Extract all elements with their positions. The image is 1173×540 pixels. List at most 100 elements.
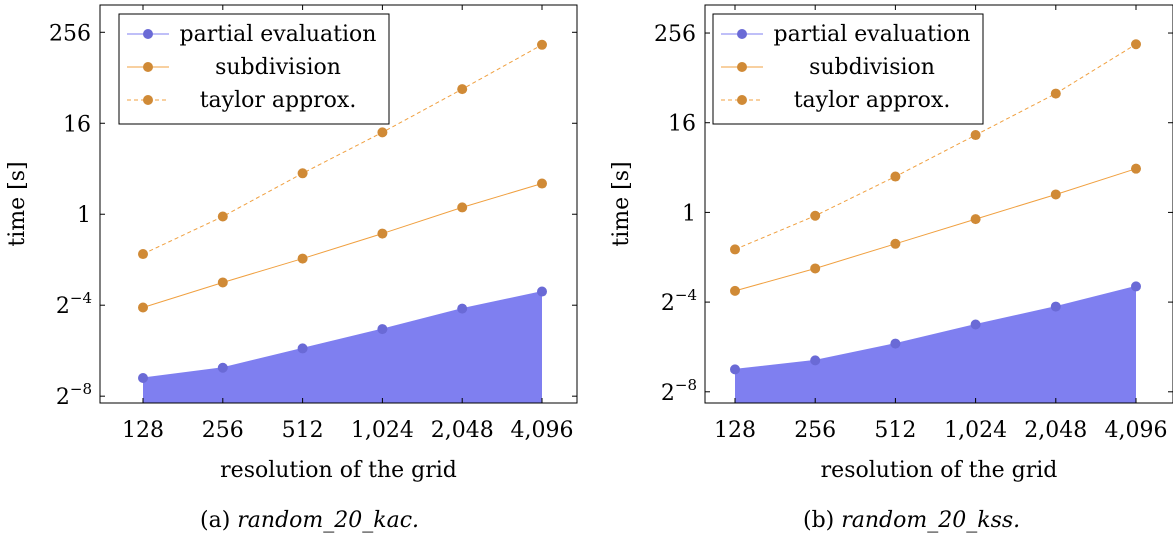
y-tick-label: 256 — [49, 21, 91, 46]
data-point — [730, 285, 740, 296]
data-point — [377, 127, 388, 138]
data-point — [890, 338, 901, 349]
y-tick-label: 1 — [77, 203, 91, 228]
data-point — [1050, 189, 1061, 200]
data-point — [970, 319, 981, 330]
x-tick-label: 512 — [874, 418, 916, 443]
data-point — [537, 39, 547, 50]
legend-marker — [737, 95, 747, 105]
caption-label: (a) — [200, 508, 237, 533]
x-tick-label: 128 — [714, 418, 756, 443]
caption: (b) random_20_kss. — [803, 508, 1020, 533]
data-point — [970, 130, 981, 141]
legend-marker — [143, 95, 153, 105]
y-axis-label: time [s] — [609, 161, 634, 246]
data-point — [217, 277, 228, 288]
data-point — [890, 171, 901, 182]
data-point — [377, 324, 388, 335]
series-taylor-approx- — [730, 39, 1141, 255]
y-tick-label: 16 — [63, 112, 91, 137]
data-point — [138, 302, 148, 313]
y-tick-label: 2−8 — [661, 376, 697, 406]
y-tick-label: 256 — [654, 22, 696, 47]
series-subdivision — [730, 163, 1141, 296]
x-tick-label: 1,024 — [944, 418, 1007, 443]
y-tick-label: 16 — [668, 112, 696, 137]
y-tick-label: 2−4 — [56, 289, 92, 319]
x-tick-label: 2,048 — [431, 418, 494, 443]
series-subdivision — [138, 178, 547, 313]
series-line — [734, 168, 1137, 292]
data-point — [1050, 301, 1061, 312]
legend-marker — [737, 62, 747, 72]
series-partial-evaluation — [730, 281, 1141, 403]
data-point — [537, 286, 547, 297]
y-tick-label: 1 — [682, 201, 696, 226]
data-point — [810, 355, 821, 366]
x-tick-label: 4,096 — [511, 418, 574, 443]
legend-marker — [737, 29, 747, 39]
data-point — [297, 343, 308, 354]
chart-b: 128 256 512 1,024 2,048 4,096 256 16 1 2−4 2−8 reso… — [609, 4, 1173, 533]
x-axis-label: resolution of the grid — [821, 458, 1058, 483]
x-tick-label: 256 — [794, 418, 836, 443]
legend: partial evaluation subdivision taylor appr… — [712, 13, 984, 125]
series-partial-evaluation — [138, 286, 547, 403]
series-line — [734, 285, 1137, 370]
data-point — [377, 228, 388, 239]
data-point — [1131, 39, 1141, 50]
data-point — [730, 364, 740, 375]
data-point — [810, 210, 821, 221]
legend-label: partial evaluation — [180, 22, 377, 47]
data-point — [297, 253, 308, 264]
series-line — [142, 291, 543, 379]
legend-label: partial evaluation — [774, 22, 971, 47]
y-tick-label: 2−4 — [661, 286, 697, 316]
y-tick-label: 2−8 — [56, 380, 92, 410]
data-point — [1131, 163, 1141, 174]
series-line — [142, 183, 543, 308]
data-point — [138, 372, 148, 383]
legend-label: subdivision — [215, 55, 341, 80]
legend-marker — [143, 62, 153, 72]
y-axis-label: time [s] — [5, 161, 30, 246]
series-line — [142, 44, 543, 255]
legend-box — [118, 13, 390, 125]
data-point — [457, 84, 468, 95]
x-tick-label: 2,048 — [1024, 418, 1087, 443]
data-point — [1050, 88, 1061, 99]
legend-label: taylor approx. — [794, 88, 951, 113]
data-point — [457, 303, 468, 314]
data-point — [217, 362, 228, 373]
x-tick-label: 1,024 — [351, 418, 414, 443]
legend: partial evaluation subdivision taylor appr… — [118, 13, 390, 125]
legend-label: subdivision — [809, 55, 935, 80]
data-point — [810, 263, 821, 274]
series-taylor-approx- — [138, 39, 547, 260]
area-fill — [735, 286, 1136, 403]
plot-frame — [99, 4, 578, 404]
data-point — [297, 168, 308, 179]
caption-name: random_20_kss. — [841, 508, 1020, 533]
x-tick-label: 128 — [122, 418, 164, 443]
x-axis-label: resolution of the grid — [220, 458, 457, 483]
caption-name: random_20_kac. — [237, 508, 419, 533]
data-point — [457, 202, 468, 213]
x-tick-label: 256 — [202, 418, 244, 443]
caption-label: (b) — [803, 508, 841, 533]
chart-a: 128 256 512 1,024 2,048 4,096 256 16 1 2−4 2−8 reso… — [5, 4, 578, 533]
x-tick-label: 4,096 — [1105, 418, 1168, 443]
data-point — [970, 214, 981, 225]
data-point — [890, 238, 901, 249]
area-fill — [143, 291, 542, 403]
data-point — [217, 211, 228, 222]
data-point — [1131, 281, 1141, 292]
caption: (a) random_20_kac. — [200, 508, 419, 533]
legend-label: taylor approx. — [200, 88, 357, 113]
series-line — [734, 43, 1137, 250]
legend-box — [712, 13, 984, 125]
plot-frame — [704, 4, 1173, 404]
data-point — [537, 178, 547, 189]
